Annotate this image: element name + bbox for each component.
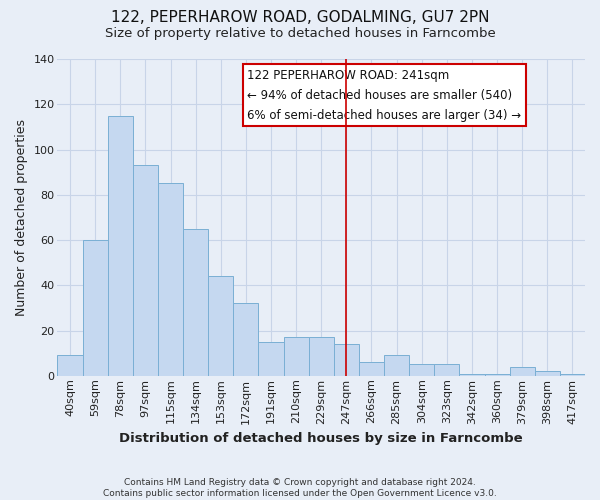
- Bar: [308, 338, 334, 376]
- Bar: [83, 240, 108, 376]
- Bar: [233, 304, 259, 376]
- Text: Size of property relative to detached houses in Farncombe: Size of property relative to detached ho…: [104, 28, 496, 40]
- Bar: [58, 356, 83, 376]
- Text: 122 PEPERHAROW ROAD: 241sqm
← 94% of detached houses are smaller (540)
6% of sem: 122 PEPERHAROW ROAD: 241sqm ← 94% of det…: [247, 68, 521, 122]
- Y-axis label: Number of detached properties: Number of detached properties: [15, 119, 28, 316]
- Bar: [208, 276, 233, 376]
- Text: 122, PEPERHAROW ROAD, GODALMING, GU7 2PN: 122, PEPERHAROW ROAD, GODALMING, GU7 2PN: [111, 10, 489, 25]
- Bar: [509, 366, 535, 376]
- Bar: [560, 374, 585, 376]
- Bar: [460, 374, 485, 376]
- Bar: [434, 364, 460, 376]
- Bar: [284, 338, 308, 376]
- Bar: [108, 116, 133, 376]
- Text: Contains HM Land Registry data © Crown copyright and database right 2024.
Contai: Contains HM Land Registry data © Crown c…: [103, 478, 497, 498]
- Bar: [384, 356, 409, 376]
- Bar: [359, 362, 384, 376]
- Bar: [183, 228, 208, 376]
- Bar: [535, 371, 560, 376]
- Bar: [158, 184, 183, 376]
- Bar: [133, 166, 158, 376]
- X-axis label: Distribution of detached houses by size in Farncombe: Distribution of detached houses by size …: [119, 432, 523, 445]
- Bar: [409, 364, 434, 376]
- Bar: [485, 374, 509, 376]
- Bar: [334, 344, 359, 376]
- Bar: [259, 342, 284, 376]
